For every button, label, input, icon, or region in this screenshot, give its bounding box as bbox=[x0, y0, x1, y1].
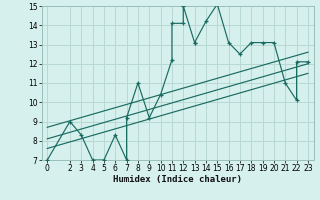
X-axis label: Humidex (Indice chaleur): Humidex (Indice chaleur) bbox=[113, 175, 242, 184]
